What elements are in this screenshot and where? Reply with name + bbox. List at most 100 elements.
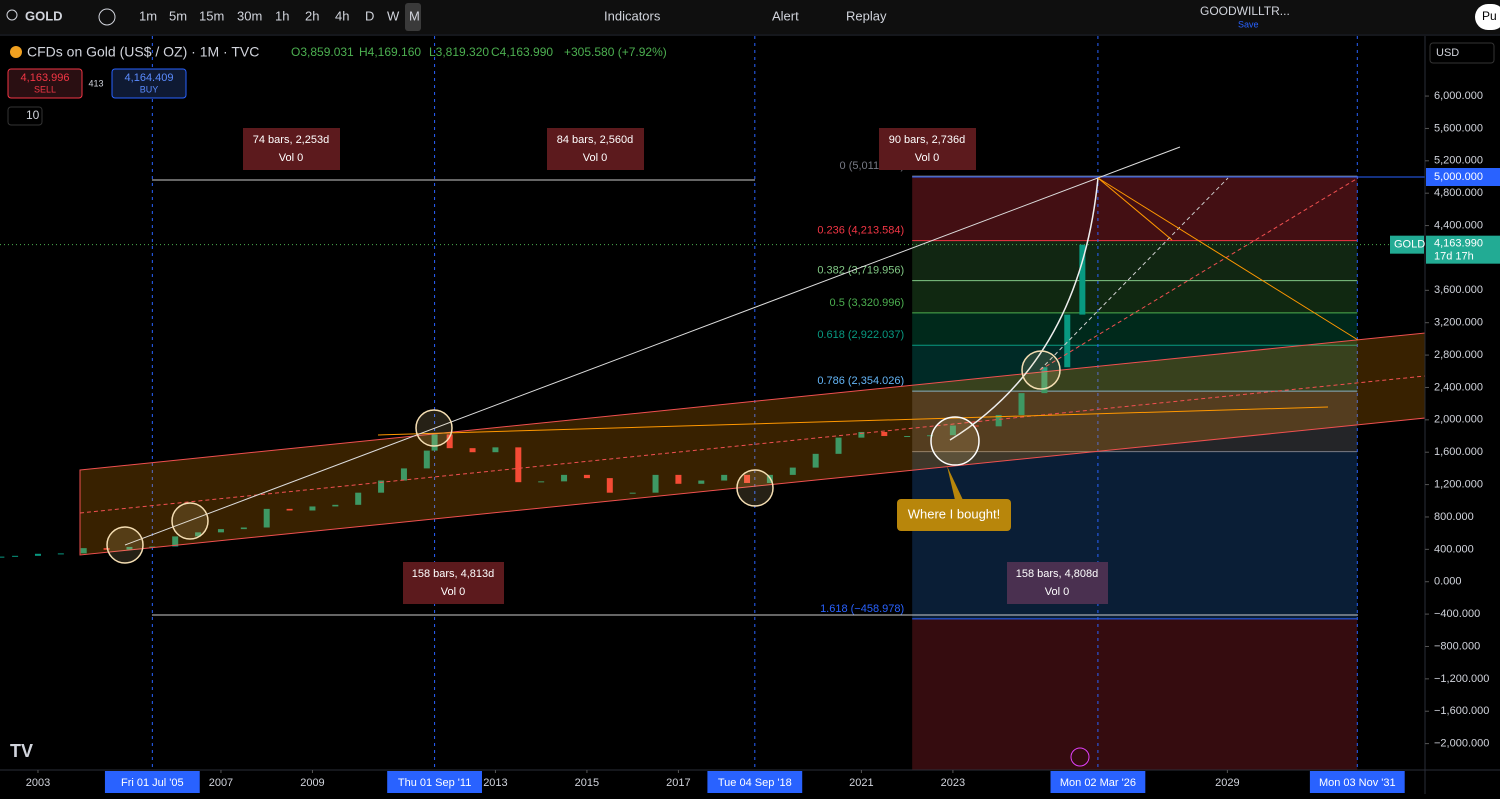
y-tick-label: 3,200.000 — [1434, 317, 1483, 329]
y-tick-label: 2,800.000 — [1434, 349, 1483, 361]
publish-text[interactable]: Pu — [1482, 9, 1497, 23]
candle — [881, 431, 888, 437]
interval[interactable]: D — [365, 8, 374, 23]
symbol-tag-label: GOLD — [1394, 239, 1425, 251]
candle — [263, 508, 270, 528]
interval[interactable]: W — [387, 8, 400, 23]
fib-zone — [912, 312, 1358, 346]
measure-text: 90 bars, 2,736d — [889, 134, 965, 146]
currency[interactable]: USD — [1436, 47, 1459, 59]
candle — [904, 436, 911, 438]
measure-vol: Vol 0 — [441, 586, 465, 598]
callout-pointer — [947, 466, 963, 500]
candle — [34, 553, 41, 556]
interval[interactable]: 1m — [139, 8, 157, 23]
candle — [309, 506, 316, 511]
candle — [858, 431, 865, 438]
candle — [126, 546, 133, 550]
interval[interactable]: 2h — [305, 8, 319, 23]
y-tick-label: 2,400.000 — [1434, 381, 1483, 393]
count[interactable]: 10 — [26, 108, 40, 122]
replay-button[interactable]: Replay — [846, 8, 887, 23]
publish-button[interactable] — [1475, 4, 1500, 30]
save-button[interactable]: Save — [1238, 19, 1259, 29]
legend: CFDs on Gold (US$ / OZ) · 1M · TVC O3,85… — [7, 44, 667, 126]
spread: 413 — [88, 78, 103, 88]
sell-button[interactable] — [7, 68, 83, 99]
candle — [57, 553, 64, 555]
add-symbol[interactable] — [98, 8, 116, 26]
date-marker-label: Thu 01 Sep '11 — [398, 777, 471, 789]
indicators-button[interactable]: Indicators — [604, 8, 661, 23]
fib-label: 0.618 (2,922.037) — [817, 329, 904, 341]
sell-price[interactable]: 4,163.996 — [21, 72, 70, 84]
candle — [80, 548, 87, 554]
interval[interactable]: 30m — [237, 8, 262, 23]
interval[interactable]: 5m — [169, 8, 187, 23]
candle — [652, 474, 659, 493]
date-marker-label: Fri 01 Jul '05 — [121, 777, 184, 789]
interval[interactable]: 1h — [275, 8, 289, 23]
date-marker-label: Mon 03 Nov '31 — [1319, 777, 1396, 789]
candle — [332, 504, 339, 507]
measure-labels: 74 bars, 2,253d Vol 0 84 bars, 2,560d Vo… — [243, 128, 1108, 604]
buy-label[interactable]: BUY — [140, 84, 159, 94]
y-tick-label: −800.000 — [1434, 640, 1480, 652]
highlight-circle — [736, 469, 774, 507]
candle — [355, 492, 362, 505]
count-box[interactable] — [7, 106, 43, 126]
event-icon[interactable] — [1070, 747, 1090, 767]
interval[interactable]: M — [409, 8, 420, 23]
marked-level-label: 5,000.000 — [1434, 171, 1483, 183]
highlight-circle — [415, 409, 453, 447]
currency-box[interactable] — [1429, 42, 1495, 64]
buy-button[interactable] — [111, 68, 187, 99]
candle — [1041, 367, 1048, 394]
ohlc: L3,819.320 — [429, 45, 489, 59]
layout-name[interactable]: GOODWILLTR... — [1200, 4, 1290, 18]
candle — [835, 437, 842, 454]
marked-level-tag — [1426, 168, 1500, 187]
x-tick-label: 2015 — [575, 777, 599, 789]
candle — [492, 447, 499, 453]
callout — [897, 499, 1011, 531]
y-tick-label: −1,200.000 — [1434, 673, 1489, 685]
measure-box — [403, 562, 504, 604]
candle — [378, 480, 385, 493]
fib-zone — [912, 240, 1358, 281]
date-marker-box — [1309, 771, 1405, 793]
candle — [446, 434, 453, 449]
y-tick-label: −1,600.000 — [1434, 705, 1489, 717]
alert-button[interactable]: Alert — [772, 8, 799, 23]
candle — [583, 474, 590, 479]
highlight-circle — [930, 416, 980, 466]
date-marker-box — [387, 771, 482, 793]
search-icon[interactable] — [6, 9, 18, 21]
sell-label[interactable]: SELL — [34, 84, 56, 94]
candle — [240, 527, 247, 530]
interval-active[interactable] — [405, 3, 421, 31]
countdown: 17d 17h — [1434, 251, 1474, 263]
measure-box — [879, 128, 976, 170]
candle — [995, 414, 1002, 427]
measure-text: 158 bars, 4,808d — [1016, 568, 1099, 580]
y-tick-label: 400.000 — [1434, 543, 1474, 555]
legend-title: CFDs on Gold (US$ / OZ) · 1M · TVC — [27, 44, 259, 60]
x-tick-label: 2003 — [26, 777, 50, 789]
candle — [789, 467, 796, 475]
symbol[interactable]: GOLD — [25, 8, 63, 23]
y-tick-label: 4,800.000 — [1434, 187, 1483, 199]
trend-line — [124, 146, 1181, 546]
x-tick-label: 2023 — [941, 777, 965, 789]
ohlc: O3,859.031 — [291, 45, 354, 59]
measure-vol: Vol 0 — [583, 152, 607, 164]
y-tick-label: 1,600.000 — [1434, 446, 1483, 458]
interval[interactable]: 15m — [199, 8, 224, 23]
candle — [538, 481, 545, 483]
y-tick-label: 5,600.000 — [1434, 122, 1483, 134]
buy-price[interactable]: 4,164.409 — [125, 72, 174, 84]
interval[interactable]: 4h — [335, 8, 349, 23]
fib-zone — [912, 451, 1358, 619]
fib-label: 0.382 (3,719.956) — [817, 265, 904, 277]
